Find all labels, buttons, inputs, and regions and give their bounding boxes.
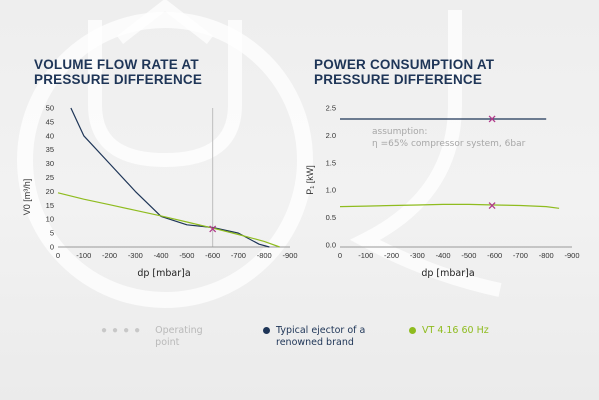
right-annotation-line2: η =65% compressor system, 6bar: [372, 139, 526, 149]
left-operating-marker: [209, 225, 217, 233]
left-chart-title-line1: VOLUME FLOW RATE AT: [34, 57, 199, 72]
right-series-group: [339, 118, 560, 209]
right-y-tick-label: 1.0: [326, 186, 336, 195]
left-x-tick-label: -100: [76, 251, 91, 260]
right-x-tick-label: -300: [410, 251, 425, 260]
right-y-tick-label: 2.5: [326, 104, 336, 113]
left-y-tick-label: 40: [46, 131, 54, 140]
right-x-tick-label: -100: [358, 251, 373, 260]
left-y-tick-label: 20: [46, 187, 54, 196]
left-y-tick-label: 35: [46, 145, 54, 154]
right-x-tick-label: -400: [436, 251, 451, 260]
right-x-tick-label: -900: [564, 251, 579, 260]
left-series-group: [57, 107, 280, 248]
legend-ejector: Typical ejector of a renowned brand: [263, 325, 365, 349]
right-x-tick-label: -200: [384, 251, 399, 260]
right-markers-group: [488, 115, 496, 210]
right-x-tick-label: -600: [487, 251, 502, 260]
right-chart-title-line1: POWER CONSUMPTION AT: [314, 57, 495, 72]
left-y-tick-label: 0: [50, 243, 54, 252]
left-y-tick-label: 5: [50, 229, 54, 238]
right-operating-marker: [488, 202, 496, 210]
left-y-axis-label: V0 [m³/h]: [22, 179, 32, 216]
legend-vt: VT 4.16 60 Hz: [409, 325, 489, 337]
left-x-tick-label: -400: [154, 251, 169, 260]
right-chart-title-line2: PRESSURE DIFFERENCE: [314, 72, 483, 87]
left-y-tick-label: 30: [46, 159, 54, 168]
right-x-tick-label: -500: [461, 251, 476, 260]
left-y-tick-label: 50: [46, 104, 54, 113]
right-y-ticks: 0.0 0.5 1.0 1.5 2.0 2.5: [326, 104, 336, 250]
legend-operating-label: Operating point: [155, 325, 203, 349]
left-y-tick-label: 45: [46, 117, 54, 126]
right-annotation-line1: assumption:: [372, 127, 427, 137]
left-x-tick-label: -700: [231, 251, 246, 260]
left-chart-title-line2: PRESSURE DIFFERENCE: [34, 72, 203, 87]
left-x-tick-label: -500: [179, 251, 194, 260]
dotted-line-icon: ●●●●: [101, 325, 146, 336]
legend-vt-label: VT 4.16 60 Hz: [422, 325, 489, 336]
left-x-axis-label: dp [mbar]a: [137, 268, 190, 279]
left-y-tick-label: 25: [46, 173, 54, 182]
green-dot-icon: [409, 327, 416, 334]
left-x-ticks: 0 -100 -200 -300 -400 -500 -600 -700 -800 -900: [56, 251, 298, 260]
left-chart-title: VOLUME FLOW RATE AT PRESSURE DIFFERENCE: [34, 57, 202, 87]
right-x-ticks: 0 -100 -200 -300 -400 -500 -600 -700 -800 -900: [338, 251, 580, 260]
right-y-axis-label: P₁ [kW]: [305, 165, 315, 195]
left-y-ticks: 0 5 10 15 20 25 30 35 40 45 50: [46, 104, 54, 252]
left-y-tick-label: 15: [46, 201, 54, 210]
right-x-tick-label: -800: [539, 251, 554, 260]
left-series-line-ejector: [70, 107, 270, 248]
left-x-tick-label: -300: [128, 251, 143, 260]
left-y-tick-label: 10: [46, 215, 54, 224]
left-x-tick-label: -200: [102, 251, 117, 260]
legend-ejector-label: Typical ejector of a renowned brand: [276, 325, 366, 348]
right-y-tick-label: 0.5: [326, 213, 336, 222]
left-x-tick-label: -600: [205, 251, 220, 260]
right-operating-marker: [488, 115, 496, 123]
right-series-line-vt: [339, 203, 560, 209]
right-y-tick-label: 1.5: [326, 158, 336, 167]
left-x-tick-label: 0: [56, 251, 60, 260]
left-series-line-vt: [57, 192, 280, 248]
legend-operating-text: Operating point: [155, 325, 203, 348]
right-x-tick-label: -700: [513, 251, 528, 260]
left-x-tick-label: -800: [257, 251, 272, 260]
right-chart-title: POWER CONSUMPTION AT PRESSURE DIFFERENCE: [314, 57, 494, 87]
left-x-tick-label: -900: [282, 251, 297, 260]
right-x-axis-label: dp [mbar]a: [421, 268, 474, 279]
legend-operating-point: ●●●● Operating point: [101, 325, 203, 349]
right-y-tick-label: 0.0: [326, 241, 336, 250]
left-markers-group: [209, 225, 217, 233]
navy-dot-icon: [263, 327, 270, 334]
right-x-tick-label: 0: [338, 251, 342, 260]
right-y-tick-label: 2.0: [326, 131, 336, 140]
